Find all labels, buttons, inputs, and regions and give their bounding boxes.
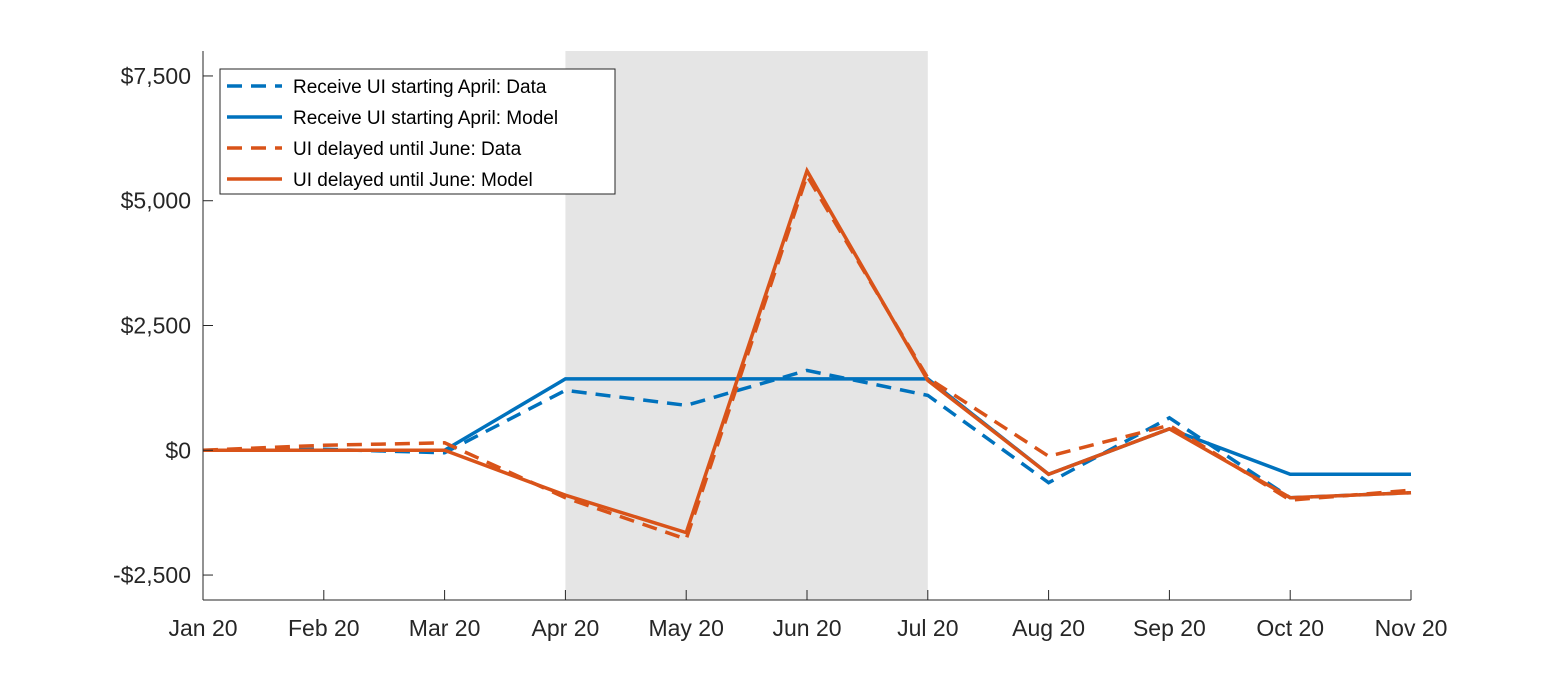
x-tick-label: Nov 20 (1375, 615, 1448, 641)
shaded-period (565, 51, 928, 600)
x-tick-label: May 20 (648, 615, 723, 641)
x-tick-label: Jun 20 (772, 615, 841, 641)
x-tick-label: Jul 20 (897, 615, 958, 641)
x-tick-label: Mar 20 (409, 615, 481, 641)
x-tick-label: Aug 20 (1012, 615, 1085, 641)
legend-label: UI delayed until June: Data (293, 139, 522, 160)
y-tick-label: $5,000 (121, 188, 191, 214)
x-tick-label: Sep 20 (1133, 615, 1206, 641)
legend-box (219, 68, 616, 195)
y-tick-label: $2,500 (121, 313, 191, 339)
x-tick-label: Feb 20 (288, 615, 360, 641)
legend-label: Receive UI starting April: Model (293, 108, 558, 129)
y-ticks: -$2,500 $0 $2,500 $5,000 $7,500 (113, 63, 213, 588)
y-tick-label: $0 (165, 437, 191, 463)
series-layer (202, 166, 1412, 542)
legend: Receive UI starting April: Data Receive U… (219, 68, 616, 195)
x-tick-label: Jan 20 (168, 615, 237, 641)
y-tick-label: -$2,500 (113, 562, 191, 588)
series-line-2 (202, 171, 1412, 542)
x-tick-label: Apr 20 (532, 615, 600, 641)
x-tick-label: Oct 20 (1256, 615, 1324, 641)
series-line-3 (203, 166, 1412, 535)
legend-label: UI delayed until June: Model (293, 170, 533, 191)
y-tick-label: $7,500 (121, 63, 191, 89)
legend-label: Receive UI starting April: Data (293, 77, 547, 98)
x-ticks: Jan 20 Feb 20 Mar 20 Apr 20 May 20 Jun 20 Jul … (168, 590, 1447, 641)
